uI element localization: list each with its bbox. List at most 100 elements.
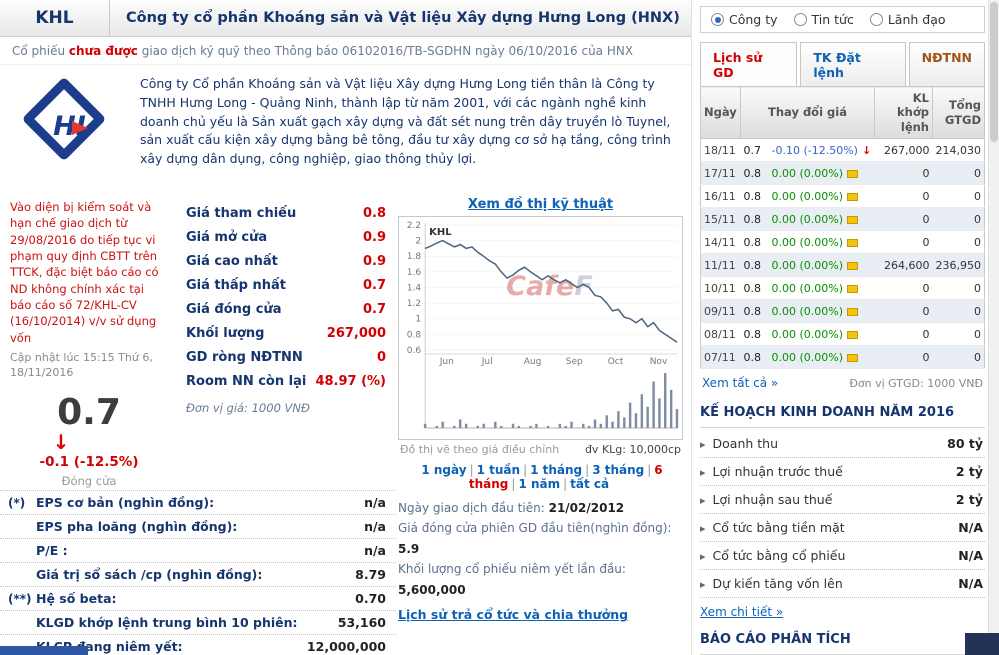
radio-label: Tin tức bbox=[811, 12, 854, 27]
trade-history-row: 10/11 0.8 0.00 (0.00%) 0 0 bbox=[700, 276, 985, 301]
trade-history-row: 17/11 0.8 0.00 (0.00%) 0 0 bbox=[700, 161, 985, 186]
svg-text:Sep: Sep bbox=[566, 357, 583, 367]
svg-text:KHL: KHL bbox=[429, 227, 452, 238]
quote-stat-row: Giá tham chiếu 0.8 bbox=[186, 205, 386, 221]
page-header: KHL Công ty cổ phần Khoáng sản và Vật li… bbox=[0, 0, 691, 37]
period-link[interactable]: 1 tuần bbox=[476, 463, 521, 477]
view-radio-bar: Công ty Tin tức Lãnh đạo bbox=[700, 6, 985, 33]
gtgd-unit-note: Đơn vị GTGD: 1000 VNĐ bbox=[849, 376, 983, 390]
period-link[interactable]: 3 tháng bbox=[592, 463, 645, 477]
control-warning: Vào diện bị kiểm soát và hạn chế giao dị… bbox=[10, 200, 159, 345]
svg-text:CafeF: CafeF bbox=[506, 271, 593, 302]
col-header-date: Ngày bbox=[700, 85, 741, 140]
period-link[interactable]: 1 ngày bbox=[421, 463, 467, 477]
company-logo: HL bbox=[10, 73, 138, 189]
separator: | bbox=[523, 463, 528, 477]
unchanged-icon bbox=[847, 284, 859, 293]
logo-arrow-icon bbox=[72, 121, 88, 135]
fundamental-row: Giá trị sổ sách /cp (nghìn đồng): 8.79 bbox=[0, 563, 396, 588]
svg-text:1.6: 1.6 bbox=[407, 268, 422, 278]
svg-text:1.8: 1.8 bbox=[407, 252, 422, 262]
fundamental-row: EPS pha loãng (nghìn đồng): n/a bbox=[0, 515, 396, 540]
plan-detail-link[interactable]: Xem chi tiết » bbox=[700, 605, 784, 620]
scrollbar-thumb[interactable] bbox=[990, 2, 998, 142]
period-link[interactable]: 1 năm bbox=[518, 477, 561, 491]
col-header-volume: KL khớp lệnh bbox=[874, 85, 933, 140]
sidebar-tab-0[interactable]: Lịch sử GD bbox=[700, 42, 798, 86]
svg-text:1.2: 1.2 bbox=[407, 299, 421, 309]
unchanged-icon bbox=[847, 169, 859, 178]
trade-history-row: 18/11 0.7 -0.10 (-12.50%) ↓ 267,000 214,030 bbox=[700, 138, 985, 163]
quote-stat-row: Giá đóng cửa 0.7 bbox=[186, 301, 386, 317]
unchanged-icon bbox=[847, 192, 859, 201]
unchanged-icon bbox=[847, 238, 859, 247]
radio-option-1[interactable]: Tin tức bbox=[793, 12, 854, 27]
listing-info-row: Giá đóng cửa phiên GD đầu tiên(nghìn đồn… bbox=[398, 521, 672, 556]
period-link[interactable]: tất cả bbox=[570, 477, 610, 491]
sidebar-tab-2[interactable]: NĐTNN bbox=[908, 42, 985, 86]
down-arrow-icon: ↓ bbox=[861, 143, 872, 157]
dividend-history-link[interactable]: Lịch sử trả cổ tức và chia thưởng bbox=[398, 606, 629, 622]
quote-stat-row: Giá mở cửa 0.9 bbox=[186, 229, 386, 245]
notice-rest: giao dịch ký quỹ theo Thông báo 06102016… bbox=[141, 44, 634, 58]
session-label: Đóng cửa bbox=[61, 474, 117, 489]
bullet-icon bbox=[700, 464, 706, 479]
radio-option-0[interactable]: Công ty bbox=[711, 12, 778, 27]
separator: | bbox=[469, 463, 474, 477]
price-change: -0.1 (-12.5%) bbox=[39, 454, 139, 471]
ticker-symbol: KHL bbox=[0, 0, 110, 36]
radio-option-2[interactable]: Lãnh đạo bbox=[869, 12, 946, 27]
separator: | bbox=[585, 463, 590, 477]
sidebar: Công ty Tin tức Lãnh đạo Lịch sử GD TK Đặt … bbox=[692, 0, 999, 655]
quote-stat-row: Room NN còn lại 48.97 (%) bbox=[186, 373, 386, 389]
bullet-icon bbox=[700, 576, 706, 591]
notice-highlight: chưa được bbox=[68, 44, 138, 58]
quote-stat-row: Khối lượng 267,000 bbox=[186, 325, 386, 341]
radio-label: Công ty bbox=[729, 12, 778, 27]
col-header-change: Thay đổi giá bbox=[740, 85, 875, 140]
svg-text:2.2: 2.2 bbox=[407, 221, 421, 231]
listing-info: Ngày giao dịch đầu tiên: 21/02/2012 Giá đ… bbox=[398, 498, 683, 600]
notice-prefix: Cổ phiếu bbox=[12, 44, 66, 58]
separator: | bbox=[647, 463, 652, 477]
svg-text:Nov: Nov bbox=[650, 357, 668, 367]
trade-history-row: 15/11 0.8 0.00 (0.00%) 0 0 bbox=[700, 207, 985, 232]
trade-history-row: 09/11 0.8 0.00 (0.00%) 0 0 bbox=[700, 299, 985, 324]
quote-stat-row: Giá thấp nhất 0.7 bbox=[186, 277, 386, 293]
fundamental-row: (*) EPS cơ bản (nghìn đồng): n/a bbox=[0, 491, 396, 516]
company-description: Công ty Cổ phần Khoáng sản và Vật liệu X… bbox=[140, 76, 671, 166]
radio-icon bbox=[869, 13, 883, 26]
radio-label: Lãnh đạo bbox=[887, 12, 946, 27]
unchanged-icon bbox=[847, 215, 859, 224]
bullet-icon bbox=[700, 436, 706, 451]
bullet-icon bbox=[700, 548, 706, 563]
view-all-link[interactable]: Xem tất cả » bbox=[702, 376, 779, 391]
col-header-value: Tổng GTGD bbox=[932, 85, 985, 140]
period-link[interactable]: 1 tháng bbox=[530, 463, 583, 477]
period-link[interactable]: 6 tháng bbox=[468, 463, 663, 491]
separator: | bbox=[511, 477, 516, 491]
svg-text:Oct: Oct bbox=[608, 357, 624, 367]
sidebar-tab-1[interactable]: TK Đặt lệnh bbox=[800, 42, 906, 86]
back-to-top-button[interactable] bbox=[965, 633, 999, 655]
partial-element[interactable] bbox=[0, 646, 88, 655]
radio-icon bbox=[711, 13, 724, 26]
scrollbar[interactable] bbox=[988, 0, 999, 655]
svg-text:Aug: Aug bbox=[524, 357, 542, 367]
technical-chart-link[interactable]: Xem đồ thị kỹ thuật bbox=[467, 197, 614, 212]
quote-stat-row: GD ròng NĐTNN 0 bbox=[186, 349, 386, 365]
unchanged-icon bbox=[847, 330, 859, 339]
fundamentals-list: (*) EPS cơ bản (nghìn đồng): n/a EPS pha lo… bbox=[0, 490, 396, 655]
margin-notice: Cổ phiếu chưa được giao dịch ký quỹ theo… bbox=[0, 37, 691, 65]
quote-section: Vào diện bị kiểm soát và hạn chế giao dị… bbox=[0, 191, 691, 655]
analysis-reports-title: BÁO CÁO PHÂN TÍCH bbox=[700, 625, 985, 655]
quote-stats: Giá tham chiếu 0.8 Giá mở cửa 0.9 Giá cao nh… bbox=[172, 191, 396, 488]
unchanged-icon bbox=[847, 353, 859, 362]
